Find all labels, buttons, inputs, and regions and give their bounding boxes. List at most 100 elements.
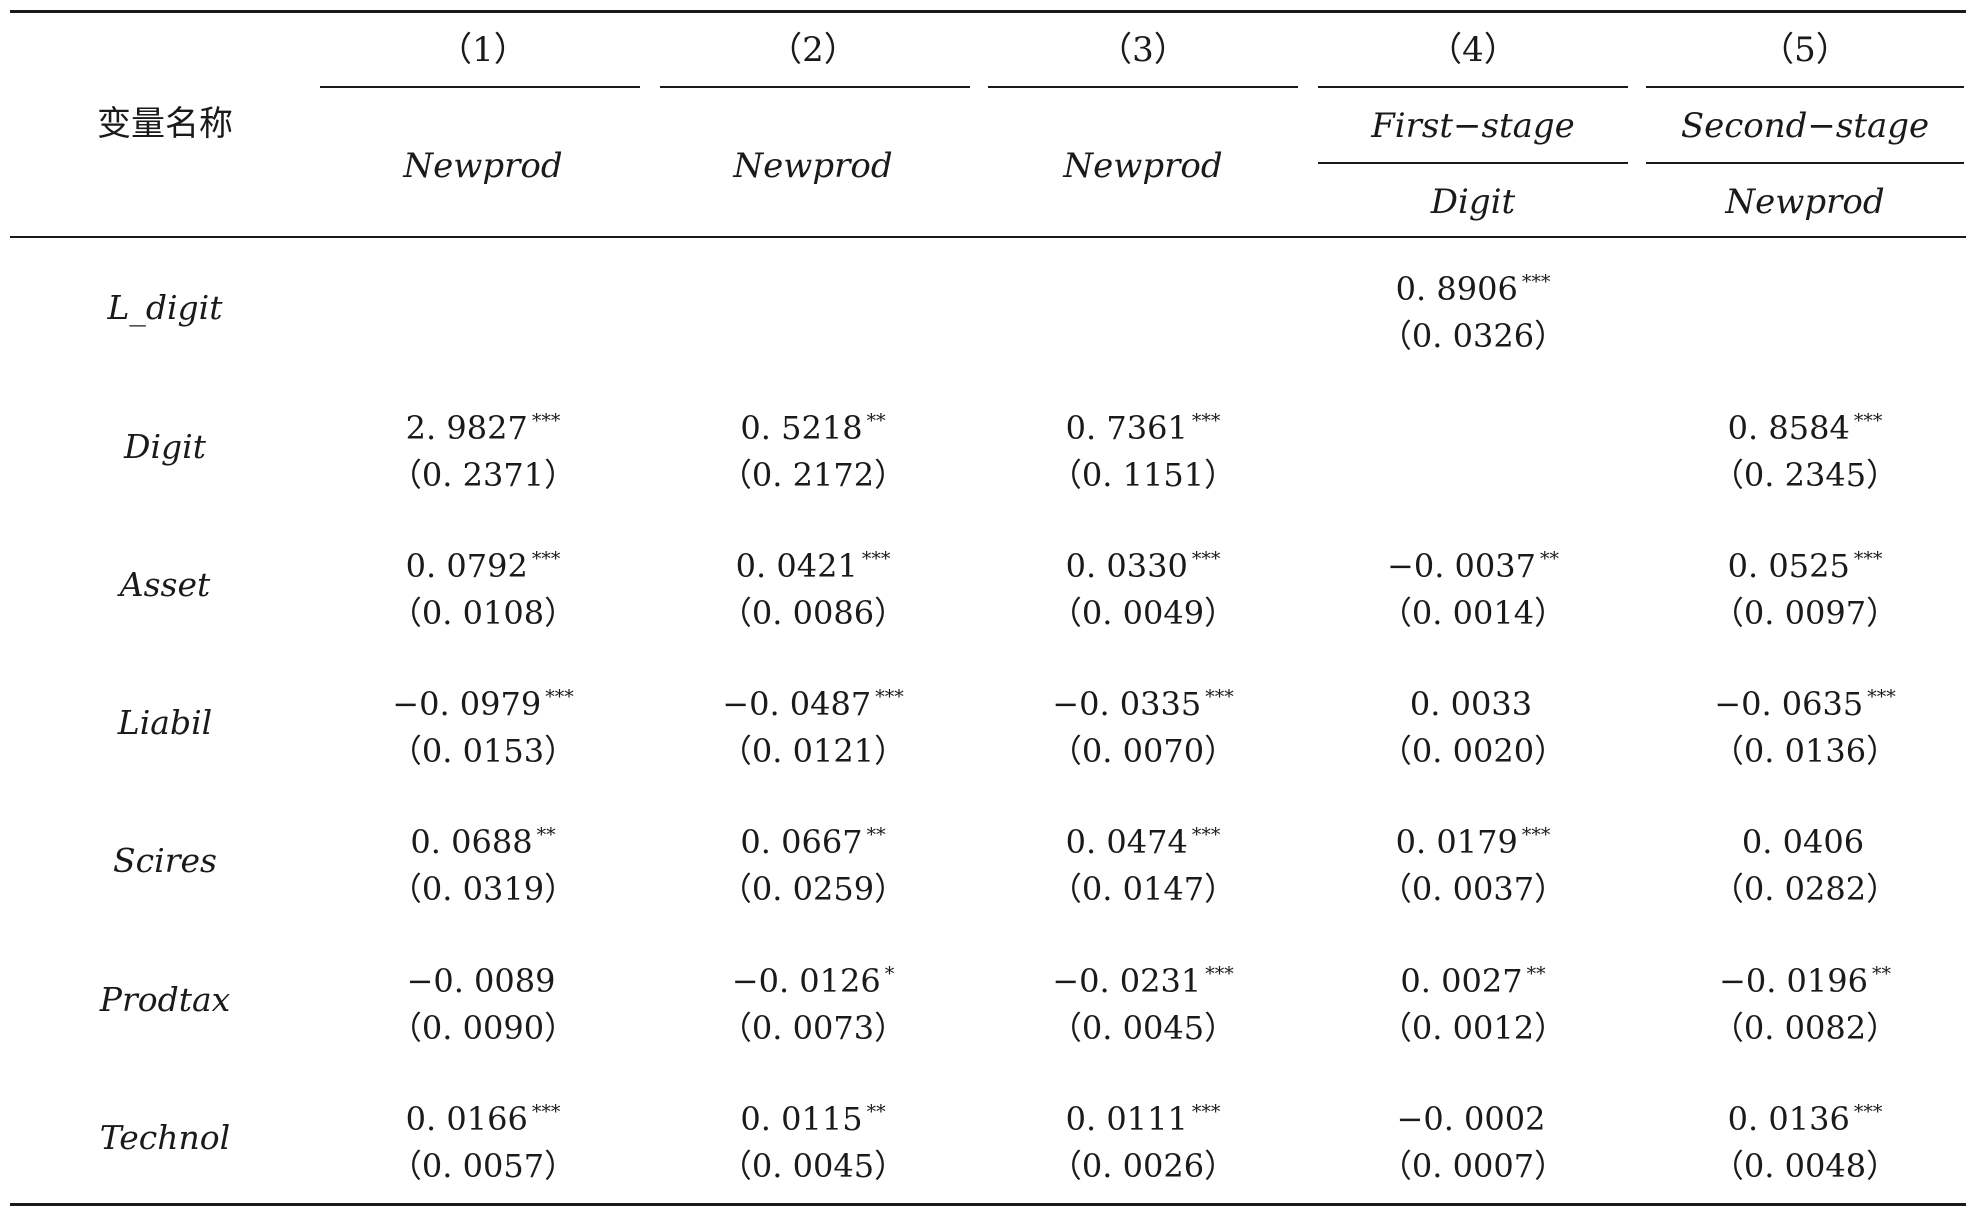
standard-error [1655,309,1955,363]
coefficient: −0. 0635 [1714,685,1864,723]
coefficient-line: 0. 0525 *** [1655,532,1955,586]
coefficient-line: 0. 8906 *** [1323,255,1623,309]
coefficient: −0. 0089 [406,962,556,1000]
table-cell [1323,394,1623,502]
standard-error [333,309,633,363]
coefficient: 0. 7361 [1065,409,1188,447]
coefficient-line: 0. 0792 *** [333,532,633,586]
significance-stars: *** [1853,410,1883,432]
coefficient: 0. 0111 [1065,1100,1188,1138]
table-cell: 0. 0166 *** （0. 0057） [333,1085,633,1193]
significance-stars: *** [875,686,904,708]
table-cell: 0. 7361 *** （0. 1151） [993,394,1293,502]
coefficient-line: −0. 0635 *** [1655,670,1955,724]
coefficient: 0. 8584 [1727,409,1850,447]
standard-error: （0. 0097） [1711,594,1899,632]
column-number: （5） [1760,30,1850,70]
dependent-variable: Newprod [733,146,893,186]
table-cell: −0. 0196 ** （0. 0082） [1655,947,1955,1055]
dependent-variable: Digit [1430,182,1516,222]
coefficient-line [1655,255,1955,309]
table-cell: 0. 0027 ** （0. 0012） [1323,947,1623,1055]
table-cell: 0. 0667 ** （0. 0259） [663,808,963,916]
table-cell: −0. 0635 *** （0. 0136） [1655,670,1955,778]
coefficient: 0. 0330 [1065,547,1188,585]
significance-stars: *** [1191,824,1221,846]
coefficient-line: −0. 0487 *** [663,670,963,724]
coefficient: 0. 0027 [1400,962,1523,1000]
stage-label-second: Second−stage [1680,106,1930,146]
coefficient: −0. 0126 [731,962,881,1000]
coefficient: −0. 0487 [722,685,872,723]
significance-stars: *** [531,1101,561,1123]
coefficient-line: 0. 0027 ** [1323,947,1623,1001]
standard-error: （0. 0037） [1379,870,1567,908]
standard-error: （0. 0045） [719,1147,907,1185]
coefficient: 0. 8906 [1395,270,1518,308]
table-cell: 0. 0421 *** （0. 0086） [663,532,963,640]
standard-error: （0. 0045） [1049,1009,1237,1047]
stage-label-first: First−stage [1371,106,1575,146]
table-cell: −0. 0979 *** （0. 0153） [333,670,633,778]
header-bottom-rule [10,236,1966,238]
coefficient-line: −0. 0037 ** [1323,532,1623,586]
coefficient-line: 0. 8584 *** [1655,394,1955,448]
table-cell: −0. 0089 （0. 0090） [333,947,633,1055]
table-cell: −0. 0335 *** （0. 0070） [993,670,1293,778]
standard-error: （0. 0012） [1379,1009,1567,1047]
table-cell: 0. 8584 *** （0. 2345） [1655,394,1955,502]
table-cell: 0. 0033 （0. 0020） [1323,670,1623,778]
standard-error: （0. 2345） [1711,456,1899,494]
coefficient-line: −0. 0231 *** [993,947,1293,1001]
table-cell: −0. 0487 *** （0. 0121） [663,670,963,778]
table-cell: −0. 0037 ** （0. 0014） [1323,532,1623,640]
significance-stars: *** [1521,824,1551,846]
coefficient: 0. 0136 [1727,1100,1850,1138]
coefficient: 0. 0525 [1727,547,1850,585]
coefficient: 2. 9827 [405,409,528,447]
significance-stars: *** [1191,410,1221,432]
standard-error: （0. 0108） [389,594,577,632]
significance-stars: ** [866,1101,886,1123]
standard-error: （0. 0259） [719,870,907,908]
standard-error: （0. 0121） [719,732,907,770]
coefficient-line: 0. 0688 ** [333,808,633,862]
coefficient-line: −0. 0196 ** [1655,947,1955,1001]
header-rule-col-4 [1318,86,1628,88]
coefficient-line [993,255,1293,309]
standard-error: （0. 0014） [1379,594,1567,632]
significance-stars: ** [536,824,556,846]
top-rule [10,10,1966,13]
dependent-variable: Newprod [1725,182,1885,222]
table-cell: −0. 0126 * （0. 0073） [663,947,963,1055]
coefficient: −0. 0335 [1052,685,1202,723]
column-number: （1） [438,30,528,70]
coefficient-line [1323,394,1623,448]
table-cell: 0. 8906 *** （0. 0326） [1323,255,1623,363]
standard-error: （0. 0073） [719,1009,907,1047]
standard-error: （0. 0026） [1049,1147,1237,1185]
standard-error [993,309,1293,363]
standard-error: （0. 0049） [1049,594,1237,632]
dependent-variable: Newprod [1063,146,1223,186]
variable-name: Digit [124,427,206,466]
significance-stars: ** [866,824,886,846]
significance-stars: *** [531,548,561,570]
significance-stars: ** [866,410,886,432]
coefficient-line: 0. 0166 *** [333,1085,633,1139]
coefficient-line [663,255,963,309]
standard-error: （0. 2371） [389,456,577,494]
standard-error: （0. 0153） [389,732,577,770]
coefficient-line: 0. 0136 *** [1655,1085,1955,1139]
coefficient-line: −0. 0335 *** [993,670,1293,724]
coefficient: 0. 0033 [1409,685,1533,723]
coefficient: 0. 5218 [740,409,863,447]
table-cell: 0. 0792 *** （0. 0108） [333,532,633,640]
table-cell: 0. 0525 *** （0. 0097） [1655,532,1955,640]
coefficient: 0. 0166 [405,1100,528,1138]
header-rule-col-3 [988,86,1298,88]
dependent-variable: Newprod [403,146,563,186]
significance-stars: *** [1191,548,1221,570]
coefficient-line: 2. 9827 *** [333,394,633,448]
significance-stars: *** [861,548,891,570]
